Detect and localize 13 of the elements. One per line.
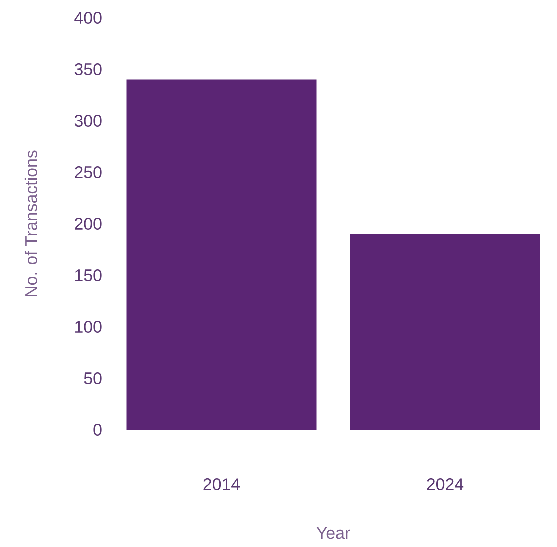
y-tick-label: 400 — [74, 12, 102, 24]
x-axis-title: Year — [316, 527, 350, 540]
y-tick-label: 250 — [75, 166, 102, 178]
y-tick-label: 200 — [75, 218, 102, 230]
y-tick-label: 100 — [76, 321, 102, 333]
y-tick-label: 350 — [74, 64, 102, 76]
x-tick-label: 2024 — [427, 478, 464, 491]
y-axis-title: No. of Transactions — [24, 150, 38, 296]
y-tick-label: 50 — [84, 372, 102, 384]
y-tick-label: 0 — [94, 424, 102, 436]
x-tick-label: 2014 — [204, 478, 240, 491]
y-tick-label: 300 — [74, 115, 102, 127]
y-tick-label: 150 — [76, 270, 102, 282]
